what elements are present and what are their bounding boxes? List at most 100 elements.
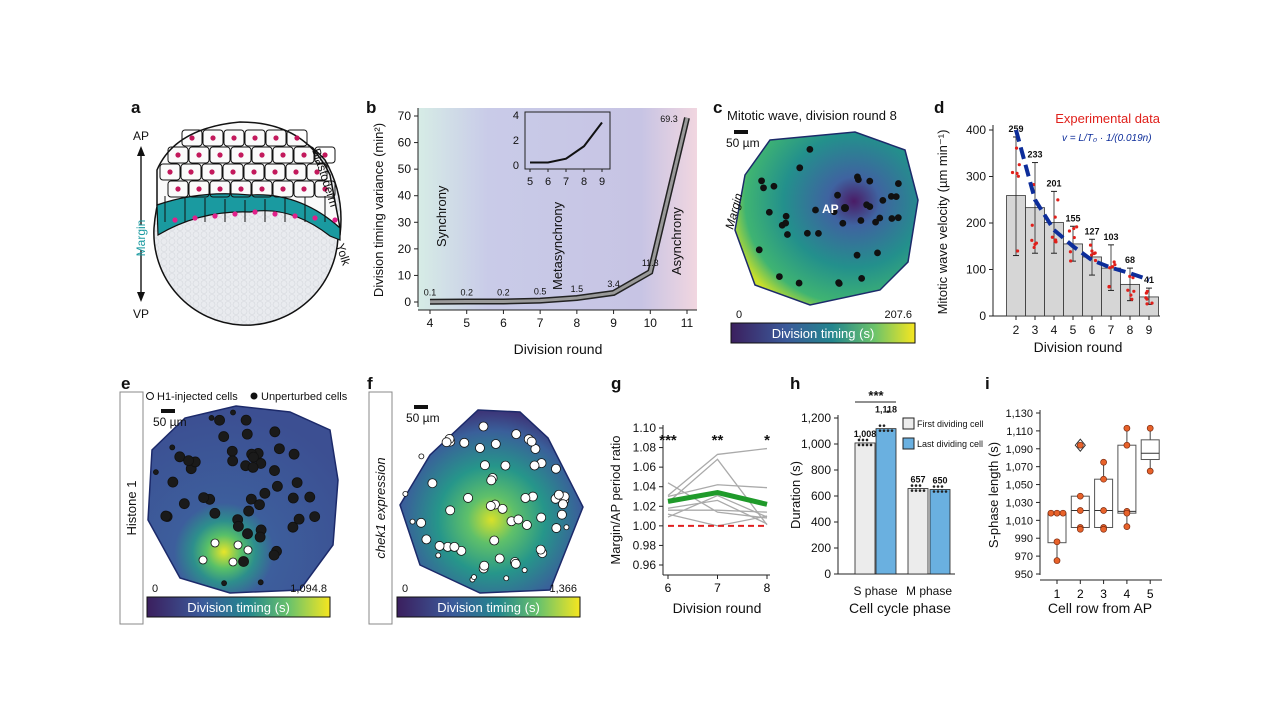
chart-d-data-label: 155 bbox=[1065, 213, 1080, 223]
panel-e-cell-dot bbox=[248, 451, 259, 463]
panel-f-cell-dot bbox=[529, 460, 540, 471]
chart-i-data-point bbox=[1123, 523, 1131, 530]
chart-i-y-label: S-phase length (s) bbox=[986, 442, 1001, 548]
chart-i-data-point bbox=[1100, 507, 1107, 514]
chart-h-data-label: 1,118 bbox=[875, 405, 897, 415]
panel-c-cell-dot bbox=[760, 184, 767, 192]
chart-d-x-tick-label: 8 bbox=[1127, 323, 1134, 337]
panel-e-cell-dot bbox=[152, 469, 159, 476]
chart-d-data-point bbox=[1131, 276, 1135, 280]
panel-f-cell-dot bbox=[536, 512, 547, 523]
panel-label-b: b bbox=[366, 98, 376, 117]
chart-h-y-tick-label: 200 bbox=[811, 541, 831, 555]
panel-e-cell-dot bbox=[287, 492, 299, 504]
blastoderm-cell bbox=[272, 146, 294, 164]
chart-d-y-tick-label: 400 bbox=[966, 123, 986, 137]
chart-b-y-label: Division timing variance (min²) bbox=[371, 123, 386, 297]
panel-f-scale-label: 50 µm bbox=[406, 411, 440, 425]
chart-h-legend-swatch bbox=[902, 437, 915, 450]
panel-f-colorbar bbox=[396, 596, 581, 618]
panel-f-cell-dot bbox=[427, 478, 438, 489]
panel-c-cell-dot bbox=[795, 279, 803, 287]
panel-e-cell-dot bbox=[198, 555, 208, 565]
chart-i-y-tick-label: 1,130 bbox=[1005, 408, 1033, 420]
panel-f-cell-dot bbox=[511, 429, 522, 440]
chart-h-x-label: Cell cycle phase bbox=[849, 600, 951, 616]
chart-d-data-point bbox=[1053, 215, 1057, 219]
chart-d-data-point bbox=[1112, 260, 1116, 264]
chart-g-mean-line bbox=[667, 490, 768, 507]
panel-e-cell-dot bbox=[240, 414, 252, 426]
panel-c-cell-dot bbox=[854, 173, 861, 181]
legend-unperturbed: Unperturbed cells bbox=[261, 391, 348, 403]
panel-f-cell-dot bbox=[479, 560, 490, 571]
panel-e-cell-dot bbox=[169, 444, 176, 451]
chart-d-data-point bbox=[1088, 243, 1093, 247]
panel-e-cell-dot bbox=[271, 480, 283, 492]
chart-b-y-tick-label: 10 bbox=[398, 268, 412, 282]
chart-b-x-tick-label: 7 bbox=[537, 316, 544, 330]
panel-c-colorbar bbox=[730, 322, 916, 344]
panel-f-side-label: chek1 expression bbox=[373, 457, 388, 558]
panel-c-ap-dot bbox=[841, 204, 849, 212]
panel-c-ap-label: AP bbox=[822, 202, 839, 216]
chart-d-x-tick-label: 9 bbox=[1146, 323, 1153, 337]
chart-d-data-point bbox=[1015, 249, 1020, 253]
panel-f-colorbar-label: Division timing (s) bbox=[437, 600, 540, 615]
chart-d-data-point bbox=[1068, 250, 1073, 254]
panel-f-cell-dot bbox=[553, 489, 564, 500]
cell-nucleus bbox=[293, 169, 299, 175]
chart-d-data-point bbox=[1050, 235, 1054, 239]
panel-e-cell-dot bbox=[167, 476, 179, 488]
chart-d-data-point bbox=[1030, 223, 1034, 227]
chart-g-significance: * bbox=[764, 432, 770, 449]
panel-c-cell-dot bbox=[784, 231, 791, 238]
cell-nucleus bbox=[175, 186, 181, 192]
panel-f-cell-dot bbox=[557, 509, 567, 520]
chart-d-y-tick-label: 100 bbox=[966, 263, 986, 277]
chart-d-fit-equation: v = L/T₀ · 1/(0.019n) bbox=[1062, 133, 1152, 144]
chart-h-bar bbox=[907, 488, 929, 575]
chart-h-data-point bbox=[914, 489, 918, 492]
chart-d-y-label: Mitotic wave velocity (µm min⁻¹) bbox=[935, 130, 950, 315]
panel-e-cell-dot bbox=[269, 465, 280, 476]
chart-g-significance: *** bbox=[659, 432, 677, 449]
panel-f-cell-dot bbox=[478, 421, 489, 432]
blastoderm-cell bbox=[285, 163, 307, 181]
cell-nucleus bbox=[251, 169, 257, 175]
chart-i-data-point bbox=[1100, 458, 1107, 466]
chart-h-legend-label: Last dividing cell bbox=[917, 439, 983, 449]
panel-c-colorbar-min: 0 bbox=[736, 309, 742, 321]
margin-nucleus bbox=[292, 213, 298, 219]
chart-d-data-label: 201 bbox=[1046, 178, 1061, 188]
panel-c-cell-dot bbox=[892, 193, 900, 201]
chart-b-x-tick-label: 4 bbox=[427, 316, 434, 330]
panel-e-cell-dot bbox=[268, 549, 280, 561]
chart-i-y-tick-label: 990 bbox=[1015, 533, 1033, 545]
panel-c-cell-dot bbox=[765, 208, 773, 216]
margin-nucleus bbox=[192, 215, 198, 221]
chart-h-data-point bbox=[878, 424, 882, 427]
panel-e-cell-dot bbox=[214, 414, 225, 426]
cell-nucleus bbox=[301, 152, 307, 158]
panel-f-cell-dot bbox=[485, 501, 496, 511]
inset-x-tick-label: 8 bbox=[581, 176, 587, 188]
panel-c-cell-dot bbox=[874, 249, 881, 257]
chart-g-x-tick-label: 8 bbox=[764, 581, 771, 595]
panel-label-g: g bbox=[611, 374, 621, 393]
panel-f-cell-dot bbox=[522, 520, 532, 530]
chart-d-data-point bbox=[1113, 263, 1117, 267]
chart-i-data-point bbox=[1076, 507, 1084, 514]
chart-d-data-point bbox=[1034, 241, 1039, 245]
panel-f-scale-bar bbox=[414, 405, 428, 409]
chart-g-significance: ** bbox=[712, 432, 724, 449]
panel-e-cell-dot bbox=[254, 531, 266, 543]
panel-e-cell-dot bbox=[293, 513, 305, 525]
panel-c-map bbox=[734, 131, 919, 306]
chart-g-individual-line bbox=[668, 509, 768, 513]
chart-i-x-tick-label: 4 bbox=[1124, 587, 1131, 601]
cell-nucleus bbox=[272, 169, 278, 175]
chart-h-y-label: Duration (s) bbox=[788, 461, 803, 529]
cell-nucleus bbox=[322, 186, 328, 192]
panel-c-cell-dot bbox=[894, 214, 902, 222]
